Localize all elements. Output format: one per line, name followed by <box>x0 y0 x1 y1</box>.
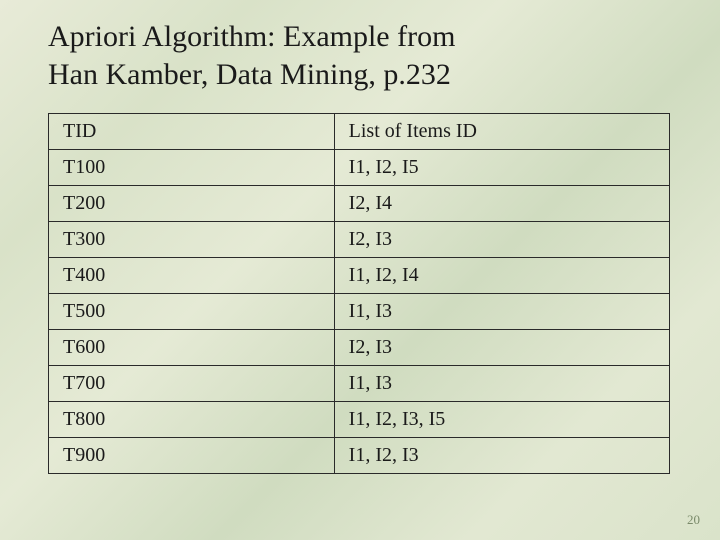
table-header-row: TID List of Items ID <box>49 114 670 150</box>
cell-items: I2, I4 <box>334 186 669 222</box>
table-container: TID List of Items ID T100 I1, I2, I5 T20… <box>0 93 720 474</box>
table-row: T900 I1, I2, I3 <box>49 438 670 474</box>
cell-tid: T300 <box>49 222 335 258</box>
table-row: T400 I1, I2, I4 <box>49 258 670 294</box>
header-items: List of Items ID <box>334 114 669 150</box>
slide-title: Apriori Algorithm: Example from Han Kamb… <box>0 18 720 93</box>
transactions-table: TID List of Items ID T100 I1, I2, I5 T20… <box>48 113 670 474</box>
cell-items: I1, I3 <box>334 366 669 402</box>
cell-tid: T900 <box>49 438 335 474</box>
cell-items: I1, I2, I4 <box>334 258 669 294</box>
cell-items: I1, I2, I3, I5 <box>334 402 669 438</box>
table-row: T700 I1, I3 <box>49 366 670 402</box>
cell-tid: T800 <box>49 402 335 438</box>
cell-tid: T400 <box>49 258 335 294</box>
table-row: T300 I2, I3 <box>49 222 670 258</box>
cell-tid: T600 <box>49 330 335 366</box>
table-row: T800 I1, I2, I3, I5 <box>49 402 670 438</box>
header-tid: TID <box>49 114 335 150</box>
cell-items: I1, I2, I5 <box>334 150 669 186</box>
page-number: 20 <box>687 512 700 528</box>
table-row: T100 I1, I2, I5 <box>49 150 670 186</box>
cell-items: I2, I3 <box>334 222 669 258</box>
cell-items: I2, I3 <box>334 330 669 366</box>
cell-tid: T500 <box>49 294 335 330</box>
table-row: T500 I1, I3 <box>49 294 670 330</box>
table-row: T600 I2, I3 <box>49 330 670 366</box>
cell-tid: T100 <box>49 150 335 186</box>
title-line-1: Apriori Algorithm: Example from <box>48 20 455 53</box>
title-line-2: Han Kamber, Data Mining, p.232 <box>48 58 451 91</box>
cell-tid: T200 <box>49 186 335 222</box>
cell-items: I1, I2, I3 <box>334 438 669 474</box>
table-row: T200 I2, I4 <box>49 186 670 222</box>
cell-tid: T700 <box>49 366 335 402</box>
cell-items: I1, I3 <box>334 294 669 330</box>
